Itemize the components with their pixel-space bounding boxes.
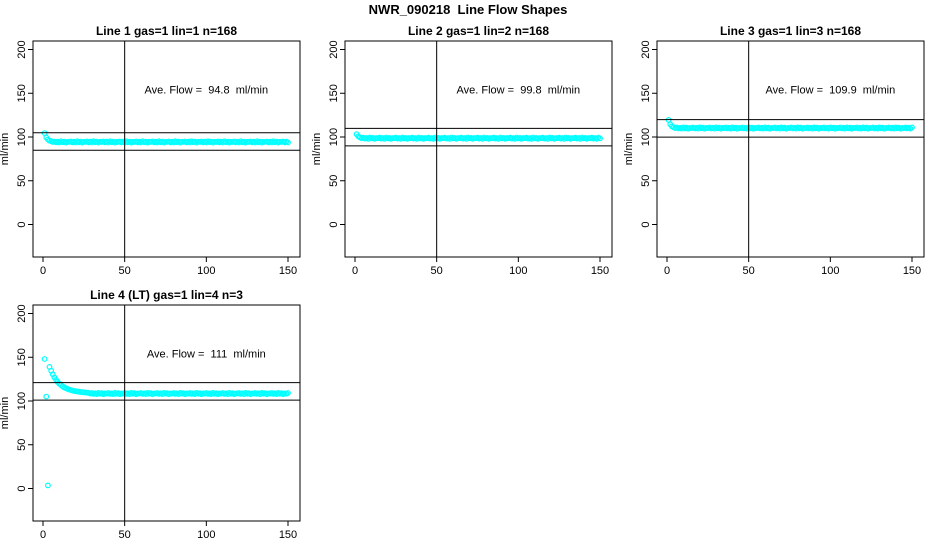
y-tick-label: 100 (328, 128, 340, 146)
x-tick-label: 150 (279, 529, 297, 540)
y-tick-label: 0 (16, 485, 28, 491)
y-tick-label: 0 (16, 221, 28, 227)
y-tick-label: 150 (16, 348, 28, 366)
x-tick-label: 50 (119, 265, 131, 277)
chart-canvas: Line 2 gas=1 lin=2 n=168 0 50 100 150 0 50 100 1… (311, 24, 613, 277)
y-tick-label: 50 (640, 175, 652, 187)
subplot-line-3: Line 3 gas=1 lin=3 n=168 0 50 100 150 0 50 100 1… (623, 24, 936, 288)
ave-flow-annotation: Ave. Flow = 109.9 ml/min (765, 84, 895, 96)
x-tick-label: 100 (197, 529, 215, 540)
y-tick-label: 50 (16, 175, 28, 187)
x-tick-label: 0 (40, 529, 46, 540)
figure-title: NWR_090218 Line Flow Shapes (368, 2, 568, 17)
x-tick-label: 100 (197, 265, 215, 277)
chart-canvas: Line 4 (LT) gas=1 lin=4 n=3 0 50 100 150 0 50 1… (0, 288, 301, 541)
data-points (665, 116, 915, 132)
data-points (353, 131, 603, 142)
plot-box (32, 40, 301, 258)
y-tick-label: 150 (640, 84, 652, 102)
y-tick-label: 150 (328, 84, 340, 102)
subplot-line-2: Line 2 gas=1 lin=2 n=168 0 50 100 150 0 50 100 1… (311, 24, 624, 288)
x-tick-label: 150 (591, 265, 609, 277)
y-tick-label: 50 (16, 439, 28, 451)
y-tick-label: 100 (16, 392, 28, 410)
subplot-title: Line 3 gas=1 lin=3 n=168 (720, 24, 861, 38)
plot-box (344, 40, 613, 258)
y-tick-label: 50 (328, 175, 340, 187)
y-tick-label: 0 (328, 221, 340, 227)
x-tick-label: 150 (279, 265, 297, 277)
y-tick-label: 200 (16, 40, 28, 58)
y-tick-label: 200 (640, 40, 652, 58)
data-points (41, 356, 291, 489)
ave-flow-annotation: Ave. Flow = 94.8 ml/min (145, 84, 269, 96)
plot-box (32, 304, 301, 522)
ave-flow-annotation: Ave. Flow = 99.8 ml/min (457, 84, 581, 96)
y-axis-label: ml/min (624, 133, 635, 165)
subplot-title: Line 4 (LT) gas=1 lin=4 n=3 (90, 288, 243, 302)
x-tick-label: 150 (903, 265, 921, 277)
y-axis-label: ml/min (312, 133, 323, 165)
y-axis-label: ml/min (0, 397, 11, 429)
x-tick-label: 0 (40, 265, 46, 277)
chart-canvas: Line 3 gas=1 lin=3 n=168 0 50 100 150 0 50 100 1… (623, 24, 925, 277)
x-tick-label: 0 (664, 265, 670, 277)
data-points (41, 130, 291, 146)
x-tick-label: 50 (119, 529, 131, 540)
subplot-title: Line 2 gas=1 lin=2 n=168 (408, 24, 549, 38)
subplot-title: Line 1 gas=1 lin=1 n=168 (96, 24, 237, 38)
y-tick-label: 0 (640, 221, 652, 227)
y-axis-label: ml/min (0, 133, 11, 165)
x-tick-label: 50 (743, 265, 755, 277)
x-tick-label: 50 (431, 265, 443, 277)
y-tick-label: 150 (16, 84, 28, 102)
y-tick-label: 100 (640, 128, 652, 146)
y-tick-label: 100 (16, 128, 28, 146)
subplot-line-1: Line 1 gas=1 lin=1 n=168 0 50 100 150 0 50 100 1… (0, 24, 312, 288)
ave-flow-annotation: Ave. Flow = 111 ml/min (147, 348, 266, 360)
x-tick-label: 100 (509, 265, 527, 277)
y-tick-label: 200 (16, 304, 28, 322)
plot-box (656, 40, 925, 258)
y-tick-label: 200 (328, 40, 340, 58)
x-tick-label: 0 (352, 265, 358, 277)
subplot-line-4: Line 4 (LT) gas=1 lin=4 n=3 0 50 100 150 0 50 1… (0, 288, 312, 541)
chart-canvas: Line 1 gas=1 lin=1 n=168 0 50 100 150 0 50 100 1… (0, 24, 301, 277)
x-tick-label: 100 (821, 265, 839, 277)
